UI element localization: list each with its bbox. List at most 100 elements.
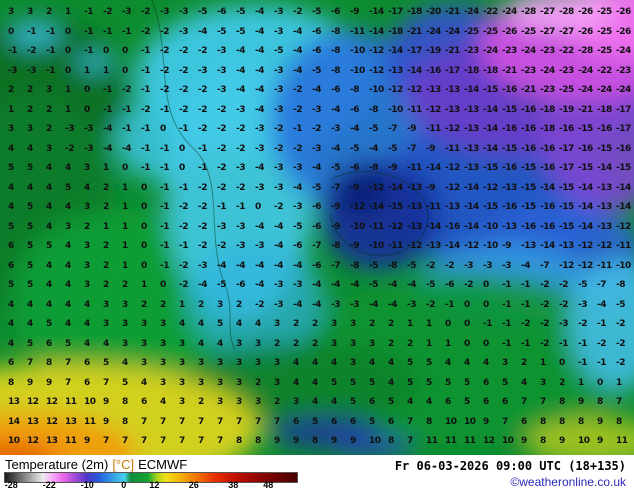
temp-value: 13 bbox=[8, 397, 20, 407]
temp-value: -1 bbox=[521, 299, 531, 310]
temp-value: 3 bbox=[141, 319, 147, 329]
temperature-map: 3 3 2 1 -1 -2 -3 -2 -3 -3 -5 -6 -5 -4 -3 -2 -5 -6 -9 -14 -17… bbox=[0, 0, 634, 455]
temp-value: -3 bbox=[236, 241, 246, 251]
temp-value: 11 bbox=[65, 397, 77, 407]
temp-value: 7 bbox=[179, 436, 185, 446]
temp-value: -4 bbox=[274, 260, 284, 271]
temp-value: -3 bbox=[293, 202, 303, 212]
temp-value: -2 bbox=[578, 319, 588, 329]
temp-value: 1 bbox=[445, 338, 451, 349]
temp-value: 6 bbox=[8, 358, 14, 368]
temp-value: -5 bbox=[331, 163, 341, 173]
temp-value: 8 bbox=[255, 436, 261, 446]
temp-value: 5 bbox=[369, 416, 375, 427]
temp-value: -14 bbox=[616, 182, 631, 193]
temp-value: -2 bbox=[616, 358, 626, 368]
temp-value: -2 bbox=[141, 104, 151, 115]
temp-value: -4 bbox=[122, 143, 132, 154]
temp-value: -4 bbox=[331, 280, 341, 290]
temp-value: 3 bbox=[27, 124, 33, 134]
temp-value: 10 bbox=[502, 436, 514, 446]
temp-value: -9 bbox=[407, 124, 417, 134]
temp-value: -16 bbox=[521, 143, 536, 154]
temp-value: -15 bbox=[597, 143, 612, 154]
temp-value: -3 bbox=[236, 163, 246, 173]
temp-value: -21 bbox=[521, 85, 536, 95]
copyright-link[interactable]: ©weatheronline.co.uk bbox=[510, 475, 626, 489]
temp-value: -28 bbox=[521, 7, 536, 17]
temp-value: 2 bbox=[407, 338, 413, 349]
temp-value: -25 bbox=[559, 85, 574, 95]
temp-value: -25 bbox=[464, 26, 479, 37]
temp-value: 2 bbox=[160, 299, 166, 310]
temp-value: 1 bbox=[122, 202, 128, 212]
temp-value: -4 bbox=[255, 85, 265, 95]
temp-value: 0 bbox=[84, 104, 90, 115]
temp-value: -14 bbox=[426, 163, 441, 173]
temp-value: -12 bbox=[369, 182, 384, 193]
temp-value: -3 bbox=[312, 104, 322, 115]
temp-value: -2 bbox=[521, 319, 531, 329]
temp-value: 6 bbox=[483, 377, 489, 388]
temp-value: 2 bbox=[27, 104, 33, 115]
field-blob bbox=[10, 210, 230, 390]
temp-value: 4 bbox=[521, 377, 527, 388]
temp-value: 7 bbox=[540, 397, 546, 407]
temp-value: -5 bbox=[369, 280, 379, 290]
temp-value: 5 bbox=[46, 241, 52, 251]
temp-value: 2 bbox=[27, 85, 33, 95]
temp-value: -3 bbox=[236, 104, 246, 115]
temp-value: -15 bbox=[388, 202, 403, 212]
temp-value: -5 bbox=[407, 260, 417, 271]
temp-value: -4 bbox=[255, 104, 265, 115]
temp-value: -3 bbox=[483, 260, 493, 271]
temp-value: 4 bbox=[65, 241, 71, 251]
temp-value: -3 bbox=[350, 299, 360, 310]
temp-value: 1 bbox=[103, 221, 109, 232]
temp-value: 3 bbox=[84, 163, 90, 173]
temp-value: -12 bbox=[407, 241, 422, 251]
temp-value: -15 bbox=[502, 143, 517, 154]
temp-value: -18 bbox=[407, 7, 422, 17]
temp-value: 3 bbox=[141, 358, 147, 368]
temp-value: -26 bbox=[502, 26, 517, 37]
temp-value: -4 bbox=[293, 299, 303, 310]
temp-value: -6 bbox=[331, 7, 341, 17]
temp-value: 1 bbox=[578, 377, 584, 388]
temp-value: 5 bbox=[217, 319, 223, 329]
temp-value: -13 bbox=[597, 221, 612, 232]
scale-tick-label: 38 bbox=[228, 480, 239, 490]
temp-value: 10 bbox=[8, 436, 20, 446]
temp-value: 3 bbox=[217, 299, 223, 310]
temp-value: -21 bbox=[445, 7, 460, 17]
temp-value: 3 bbox=[198, 358, 204, 368]
temp-value: -26 bbox=[578, 7, 593, 17]
temp-value: -12 bbox=[483, 182, 498, 193]
temp-value: -24 bbox=[540, 65, 555, 76]
temp-value: 11 bbox=[464, 436, 476, 446]
temp-value: 4 bbox=[331, 397, 337, 407]
temp-value: -5 bbox=[293, 221, 303, 232]
temp-value: 6 bbox=[483, 397, 489, 407]
temp-value: -1 bbox=[179, 182, 189, 193]
temp-value: -15 bbox=[502, 104, 517, 115]
temp-value: -18 bbox=[540, 124, 555, 134]
temp-value: 4 bbox=[65, 299, 71, 310]
temp-value: 3 bbox=[274, 319, 280, 329]
temp-value: -23 bbox=[540, 46, 555, 56]
temp-value: -23 bbox=[502, 46, 517, 56]
temp-value: 2 bbox=[122, 280, 128, 290]
temp-value: -4 bbox=[369, 143, 379, 154]
temp-value: -5 bbox=[217, 26, 227, 37]
coastline-path bbox=[329, 171, 429, 257]
temp-value: -23 bbox=[521, 65, 536, 76]
temp-value: -5 bbox=[369, 260, 379, 271]
temp-value: -1 bbox=[103, 85, 113, 95]
temp-value: 0 bbox=[179, 163, 185, 173]
temp-value: -2 bbox=[426, 299, 436, 310]
temp-value: 4 bbox=[8, 143, 14, 154]
temp-value: 5 bbox=[27, 163, 33, 173]
temp-value: 4 bbox=[369, 358, 375, 368]
temp-value: 3 bbox=[236, 397, 242, 407]
temp-value: 4 bbox=[160, 397, 166, 407]
